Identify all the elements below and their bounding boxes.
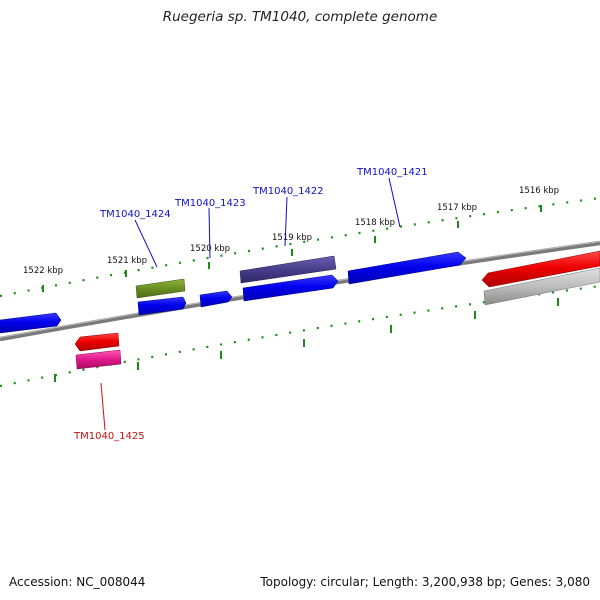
ruler-label-1521: 1521 kbp [107, 256, 147, 266]
ruler-label-1518: 1518 kbp [355, 218, 395, 228]
gene-label-1423: TM1040_1423 [174, 198, 246, 209]
gene-label-1424: TM1040_1424 [99, 209, 171, 220]
gene-label-1422: TM1040_1422 [252, 186, 324, 197]
gene-label-1425: TM1040_1425 [73, 431, 145, 442]
accession-text: Accession: NC_008044 [9, 575, 146, 589]
gene-arrow-right[interactable] [481, 250, 600, 288]
gene-box-1424[interactable] [135, 278, 186, 299]
ruler-label-1517: 1517 kbp [437, 203, 477, 213]
cds-box-1425[interactable] [75, 349, 122, 370]
gene-arrow-1425[interactable] [74, 332, 120, 352]
cds-arrow-1[interactable] [0, 312, 62, 334]
inner-ruler-line [0, 284, 600, 388]
ruler-label-1519: 1519 kbp [272, 233, 312, 243]
grey-feature-right[interactable] [483, 267, 600, 306]
label-leader-lines [100, 177, 401, 431]
genome-summary-text: Topology: circular; Length: 3,200,938 bp… [260, 575, 590, 589]
inner-major-ticks [54, 298, 559, 382]
gene-box-1422[interactable] [239, 255, 337, 284]
cds-arrow-1423[interactable] [199, 290, 233, 308]
ruler-label-1522: 1522 kbp [23, 266, 63, 276]
cds-arrow-1421[interactable] [347, 251, 467, 285]
cds-arrow-1422[interactable] [242, 274, 339, 302]
page-title: Ruegeria sp. TM1040, complete genome [162, 9, 438, 25]
ruler-label-1516: 1516 kbp [519, 186, 559, 196]
cds-arrow-1424[interactable] [137, 296, 187, 316]
gene-label-1421: TM1040_1421 [356, 167, 428, 178]
outer-ruler-line [0, 196, 600, 298]
outer-major-ticks [42, 205, 542, 292]
